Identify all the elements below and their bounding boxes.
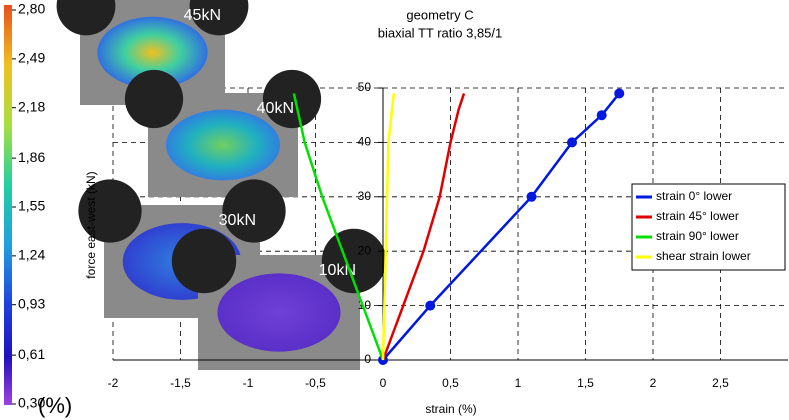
series-line — [381, 93, 396, 361]
colorbar-tick-label: 2,18 — [18, 98, 45, 114]
snapshot-field — [166, 109, 280, 181]
y-tick-label: 50 — [358, 80, 372, 94]
data-point — [567, 137, 577, 148]
data-point — [614, 88, 625, 99]
legend-label: shear strain lower — [656, 249, 751, 263]
series-line — [381, 93, 466, 361]
colorbar-tick-label: 2,49 — [18, 50, 45, 66]
legend-label: strain 0° lower — [656, 189, 732, 203]
y-tick-label: 30 — [358, 189, 372, 203]
x-tick-label: -2 — [108, 376, 119, 390]
colorbar-unit: (%) — [38, 393, 72, 418]
snapshot-notch — [222, 179, 286, 243]
snapshot-field — [97, 16, 208, 89]
snapshot-notch — [189, 0, 249, 36]
snapshot-layer: 45kN 40kN 30kN 10kN — [56, 0, 387, 370]
legend-box — [631, 183, 786, 271]
colorbar-tick-label: 0,30 — [18, 395, 45, 411]
data-point — [596, 110, 607, 121]
snapshot-notch — [56, 0, 116, 36]
snapshot-label: 45kN — [184, 7, 221, 24]
x-tick-label: -1,5 — [170, 376, 191, 390]
x-tick-label: 1 — [515, 376, 522, 390]
legend-label: strain 90° lower — [656, 229, 739, 243]
y-tick-label: 20 — [358, 243, 372, 257]
snapshot-field — [217, 273, 341, 352]
snapshot-label: 30kN — [219, 212, 256, 229]
y-tick-label: 0 — [364, 352, 371, 366]
snapshot-notch — [78, 179, 142, 243]
colorbar-tick-label: 0,61 — [18, 346, 45, 362]
x-axis-label: strain (%) — [425, 402, 476, 416]
colorbar — [4, 5, 12, 405]
colorbar-tick-label: 0,93 — [18, 295, 45, 311]
x-tick-label: 2,5 — [712, 376, 729, 390]
snapshot-notch — [262, 69, 322, 129]
x-tick-label: 0 — [380, 376, 387, 390]
snapshot-notch — [124, 69, 184, 129]
y-tick-label: 40 — [358, 135, 372, 149]
colorbar-tick-label: 2,80 — [18, 1, 45, 17]
x-tick-label: 2 — [650, 376, 657, 390]
x-tick-label: 0,5 — [442, 376, 459, 390]
snapshot-label: 40kN — [257, 100, 294, 117]
series-line — [382, 92, 621, 361]
legend-label: strain 45° lower — [656, 209, 739, 223]
colorbar-tick-label: 1,86 — [18, 149, 45, 165]
x-tick-label: -1 — [243, 376, 254, 390]
snapshot-label: 10kN — [319, 262, 356, 279]
data-point — [526, 191, 537, 202]
x-tick-label: 1,5 — [577, 376, 594, 390]
colorbar-tick-label: 1,55 — [18, 198, 45, 214]
chart-title: geometry C — [406, 7, 473, 22]
snapshot-notch — [321, 228, 387, 294]
plot-layer: -2 -1,5 -1 -0,5 0 0,5 1 1,5 2 2,501020304050strai… — [108, 80, 788, 390]
colorbar-tick-label: 1,24 — [18, 247, 45, 263]
data-point — [425, 300, 436, 311]
chart-subtitle: biaxial TT ratio 3,85/1 — [378, 25, 503, 40]
series-line — [292, 93, 385, 361]
x-tick-label: -0,5 — [305, 376, 326, 390]
snapshot-notch — [171, 228, 237, 294]
y-axis-label: force east-west (kN) — [84, 171, 98, 278]
